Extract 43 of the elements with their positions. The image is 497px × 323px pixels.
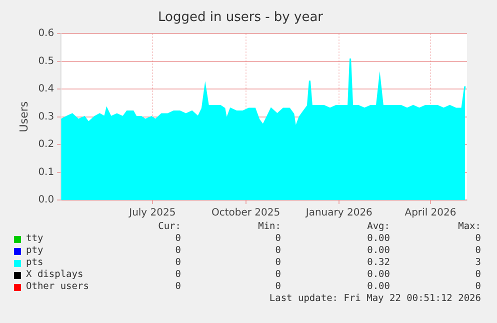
legend-label: pty bbox=[26, 245, 44, 257]
text: Last update: Fri May 22 00:51:12 2026 bbox=[269, 293, 481, 305]
y-tick-label: 0.6 bbox=[38, 28, 54, 40]
text: 0.00 bbox=[367, 233, 390, 245]
text: 0 bbox=[475, 245, 481, 257]
legend-label: Other users bbox=[26, 281, 89, 293]
legend-label: tty bbox=[26, 233, 44, 245]
x-tick-label: January 2026 bbox=[304, 208, 372, 219]
legend-label: pts bbox=[26, 257, 44, 269]
text: 0 bbox=[175, 269, 181, 281]
text: 3 bbox=[475, 257, 481, 269]
text: 0 bbox=[275, 233, 281, 245]
text: Cur: bbox=[158, 221, 181, 233]
text: 0 bbox=[275, 281, 281, 293]
text: 0 bbox=[175, 233, 181, 245]
text: 0.00 bbox=[367, 245, 390, 257]
chart-title: Logged in users - by year bbox=[158, 10, 324, 26]
text: 0 bbox=[475, 281, 481, 293]
text: 0 bbox=[175, 245, 181, 257]
text: Avg: bbox=[367, 221, 390, 233]
text: 0 bbox=[275, 257, 281, 269]
y-tick-label: 0.3 bbox=[38, 111, 54, 122]
text: 0 bbox=[475, 233, 481, 245]
y-tick-label: 0.2 bbox=[38, 139, 54, 150]
x-tick-label: October 2025 bbox=[211, 208, 280, 219]
text: 0 bbox=[175, 281, 181, 293]
y-tick-label: 0.4 bbox=[38, 84, 54, 95]
text: 0 bbox=[175, 257, 181, 269]
y-axis-title: Users bbox=[17, 101, 30, 132]
text: Max: bbox=[458, 221, 481, 233]
text: 0.00 bbox=[367, 281, 390, 293]
text: 0 bbox=[275, 245, 281, 257]
x-tick-label: April 2026 bbox=[404, 208, 456, 219]
text: 0 bbox=[475, 269, 481, 281]
y-tick-label: 0.0 bbox=[38, 194, 54, 206]
text: 0 bbox=[275, 269, 281, 281]
text: 0.32 bbox=[367, 257, 390, 269]
text: Min: bbox=[258, 221, 281, 233]
x-tick-label: July 2025 bbox=[128, 208, 176, 219]
y-tick-label: 0.1 bbox=[38, 166, 54, 178]
text: 0.00 bbox=[367, 269, 390, 281]
legend-label: X displays bbox=[26, 269, 84, 281]
y-tick-label: 0.5 bbox=[38, 56, 54, 67]
